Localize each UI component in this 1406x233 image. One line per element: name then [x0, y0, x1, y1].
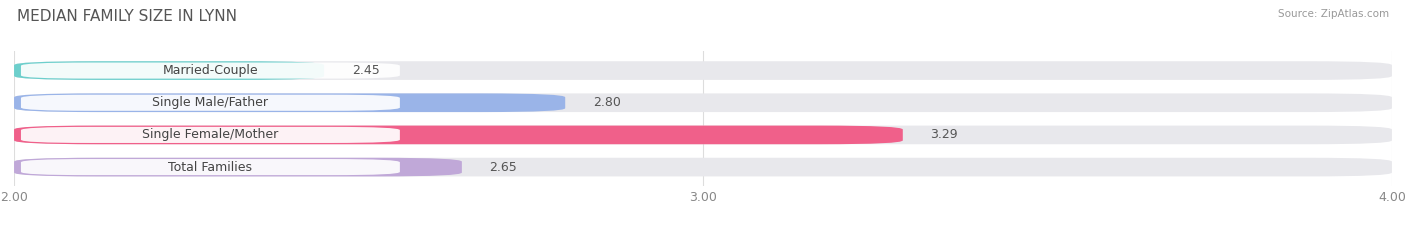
FancyBboxPatch shape [14, 126, 903, 144]
Text: MEDIAN FAMILY SIZE IN LYNN: MEDIAN FAMILY SIZE IN LYNN [17, 9, 236, 24]
FancyBboxPatch shape [14, 93, 1392, 112]
Text: Single Male/Father: Single Male/Father [152, 96, 269, 109]
FancyBboxPatch shape [14, 158, 1392, 176]
Text: 2.45: 2.45 [352, 64, 380, 77]
Text: Total Families: Total Families [169, 161, 253, 174]
FancyBboxPatch shape [14, 93, 565, 112]
FancyBboxPatch shape [21, 95, 399, 111]
FancyBboxPatch shape [14, 126, 1392, 144]
FancyBboxPatch shape [21, 62, 399, 79]
FancyBboxPatch shape [21, 127, 399, 143]
FancyBboxPatch shape [21, 159, 399, 175]
Text: 2.80: 2.80 [593, 96, 620, 109]
FancyBboxPatch shape [14, 61, 325, 80]
FancyBboxPatch shape [14, 61, 1392, 80]
Text: Single Female/Mother: Single Female/Mother [142, 128, 278, 141]
Text: 3.29: 3.29 [931, 128, 957, 141]
Text: Married-Couple: Married-Couple [163, 64, 259, 77]
Text: Source: ZipAtlas.com: Source: ZipAtlas.com [1278, 9, 1389, 19]
FancyBboxPatch shape [14, 158, 461, 176]
Text: 2.65: 2.65 [489, 161, 517, 174]
